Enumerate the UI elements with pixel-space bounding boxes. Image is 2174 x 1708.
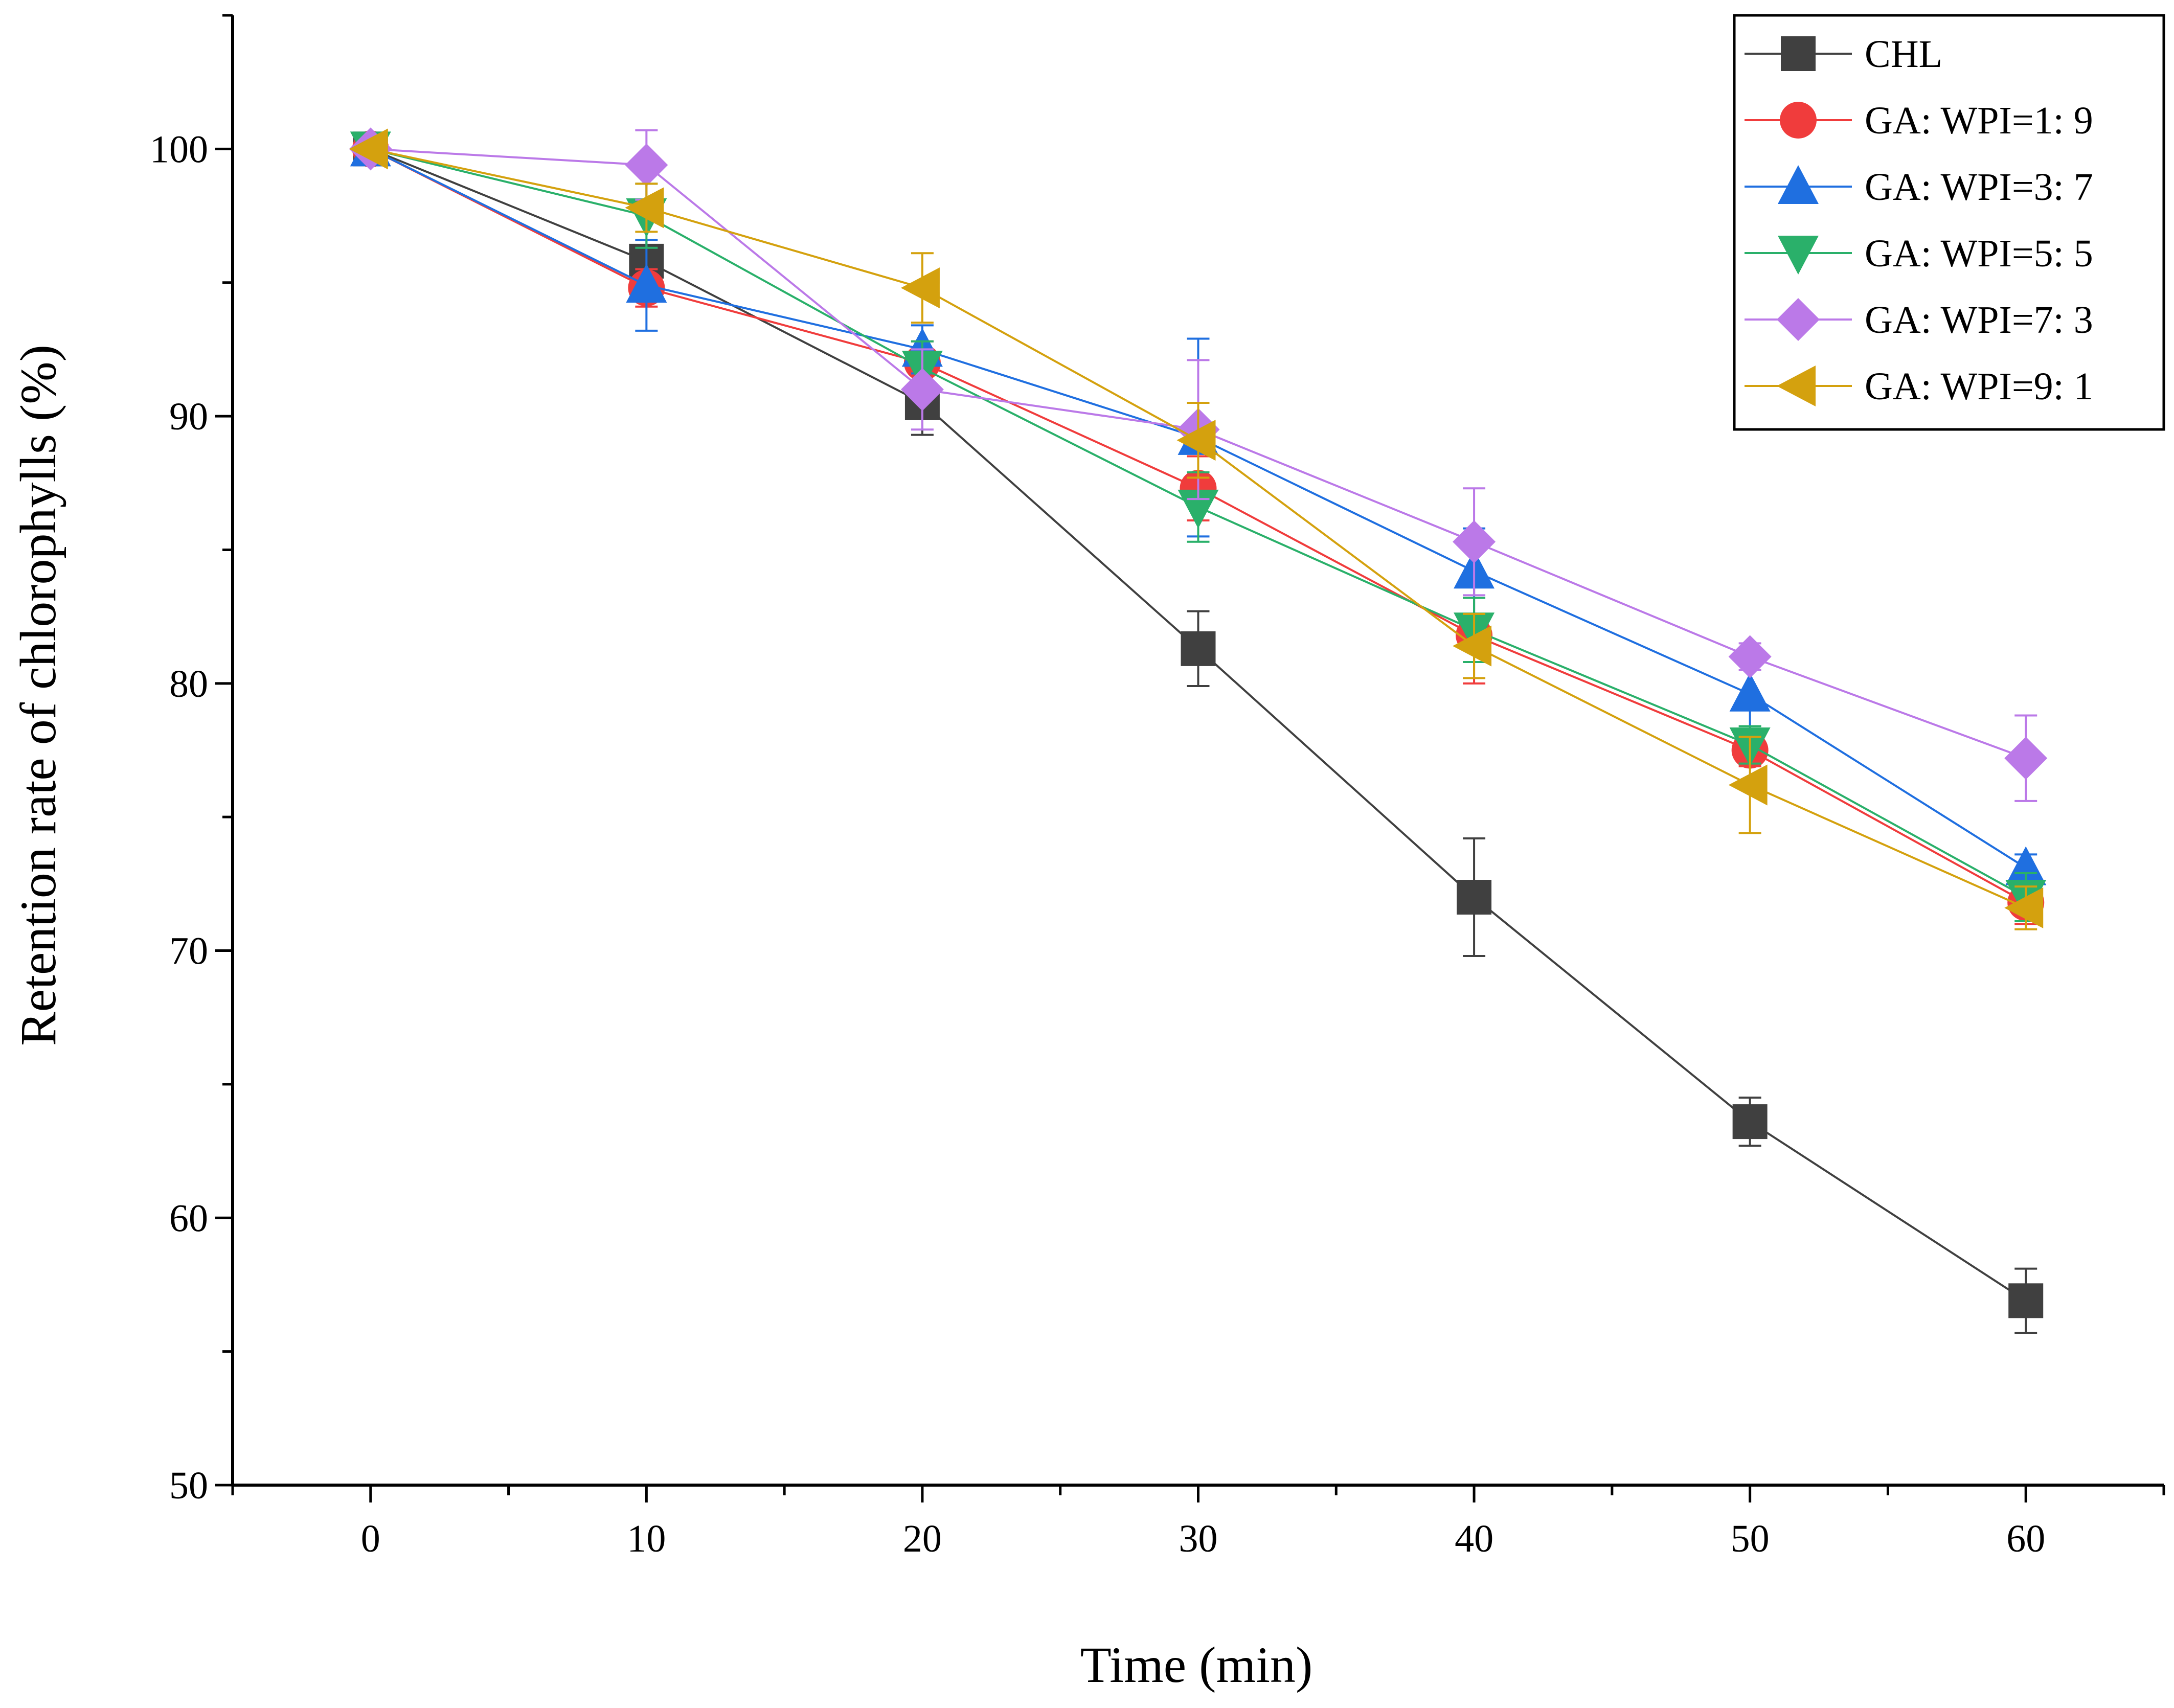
legend-label: CHL <box>1865 33 1942 76</box>
legend-box <box>1733 14 2165 431</box>
legend-item: GA: WPI=7: 3 <box>1745 298 2093 341</box>
data-point <box>1729 672 1771 712</box>
data-point <box>349 128 388 170</box>
legend-label: GA: WPI=9: 1 <box>1865 365 2093 408</box>
data-point <box>1457 880 1492 915</box>
x-tick-label: 40 <box>1455 1517 1493 1560</box>
data-point <box>2004 737 2048 780</box>
series-layer <box>349 127 2048 1334</box>
legend-marker <box>1781 36 1816 71</box>
legend-item: GA: WPI=9: 1 <box>1745 365 2093 408</box>
x-tick-label: 60 <box>2006 1517 2045 1560</box>
data-point <box>2004 887 2044 928</box>
y-tick-label: 60 <box>169 1197 208 1240</box>
data-point <box>1732 1104 1768 1140</box>
y-tick-label: 90 <box>169 395 208 438</box>
legend-item: GA: WPI=5: 5 <box>1745 232 2093 275</box>
data-point <box>2008 1283 2044 1318</box>
data-point <box>1728 764 1768 806</box>
y-axis-title: Retention rate of chlorophylls (%) <box>10 345 66 1046</box>
legend-item: GA: WPI=1: 9 <box>1745 99 2093 142</box>
legend-item: CHL <box>1745 33 1942 76</box>
data-point <box>1453 520 1496 563</box>
legend-marker <box>1778 236 1819 275</box>
y-tick-label: 100 <box>150 128 208 171</box>
legend-item: GA: WPI=3: 7 <box>1745 165 2093 209</box>
y-tick-label: 70 <box>169 930 208 973</box>
x-axis-title: Time (min) <box>1080 1636 1313 1693</box>
data-point <box>626 263 667 303</box>
legend-label: GA: WPI=3: 7 <box>1865 166 2093 209</box>
legend-marker <box>1777 366 1816 406</box>
legend: CHL GA: WPI=1: 9 GA: WPI=3: 7 GA: WPI=5: 5 G… <box>1733 14 2165 431</box>
data-point <box>1453 625 1492 667</box>
data-point <box>2005 846 2047 885</box>
legend-label: GA: WPI=5: 5 <box>1865 232 2093 275</box>
legend-label: GA: WPI=7: 3 <box>1865 299 2093 341</box>
x-tick-label: 30 <box>1179 1517 1218 1560</box>
legend-marker <box>1780 102 1817 139</box>
legend-marker <box>1777 298 1820 341</box>
data-point <box>1181 631 1216 666</box>
x-tick-label: 20 <box>903 1517 942 1560</box>
y-tick-label: 80 <box>169 663 208 705</box>
data-point <box>625 187 664 229</box>
x-tick-label: 10 <box>627 1517 666 1560</box>
legend-marker <box>1778 165 1819 204</box>
data-point <box>1728 635 1772 678</box>
legend-label: GA: WPI=1: 9 <box>1865 99 2093 142</box>
data-point <box>1176 420 1216 461</box>
data-point <box>625 143 668 187</box>
data-point <box>900 368 944 411</box>
axes: 0 10 20 30 40 50 60 50 60 70 80 90 100 <box>150 14 2165 1560</box>
x-tick-label: 50 <box>1731 1517 1770 1560</box>
series-ga-wpi-9-1 <box>349 128 2044 930</box>
data-point <box>900 267 940 309</box>
x-tick-label: 0 <box>361 1517 380 1560</box>
y-tick-label: 50 <box>169 1464 208 1507</box>
